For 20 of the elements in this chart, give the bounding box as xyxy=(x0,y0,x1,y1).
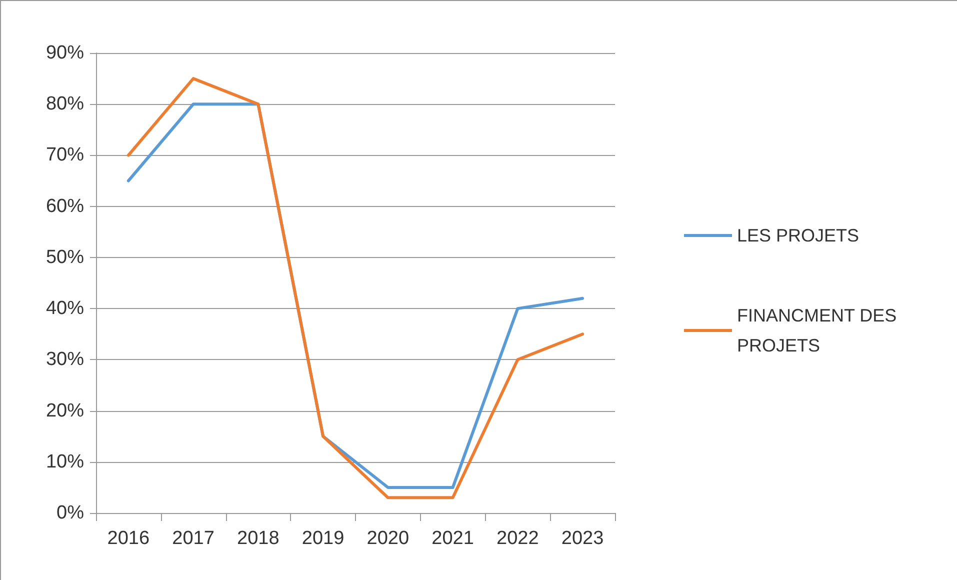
x-tick-label: 2022 xyxy=(496,528,539,549)
x-tick-label: 2016 xyxy=(107,528,150,549)
y-tick-label: 30% xyxy=(46,349,84,370)
x-tick-label: 2018 xyxy=(237,528,280,549)
y-tick-label: 10% xyxy=(46,451,84,472)
legend-label: FINANCMENT DES PROJETS xyxy=(737,306,902,356)
y-tick-label: 80% xyxy=(46,94,84,115)
y-tick-label: 90% xyxy=(46,42,84,64)
y-tick-label: 50% xyxy=(46,246,84,268)
x-tick-label: 2021 xyxy=(432,528,474,549)
x-tick-label: 2017 xyxy=(172,528,214,549)
x-tick-label: 2023 xyxy=(561,528,604,549)
y-tick-label: 0% xyxy=(56,502,84,524)
y-tick-label: 60% xyxy=(46,196,84,217)
y-tick-label: 40% xyxy=(46,298,84,320)
y-tick-label: 70% xyxy=(46,144,84,166)
x-tick-label: 2020 xyxy=(366,528,410,549)
y-tick-label: 20% xyxy=(46,400,84,422)
legend-label: LES PROJETS xyxy=(737,226,860,246)
x-tick-label: 2019 xyxy=(302,528,344,549)
